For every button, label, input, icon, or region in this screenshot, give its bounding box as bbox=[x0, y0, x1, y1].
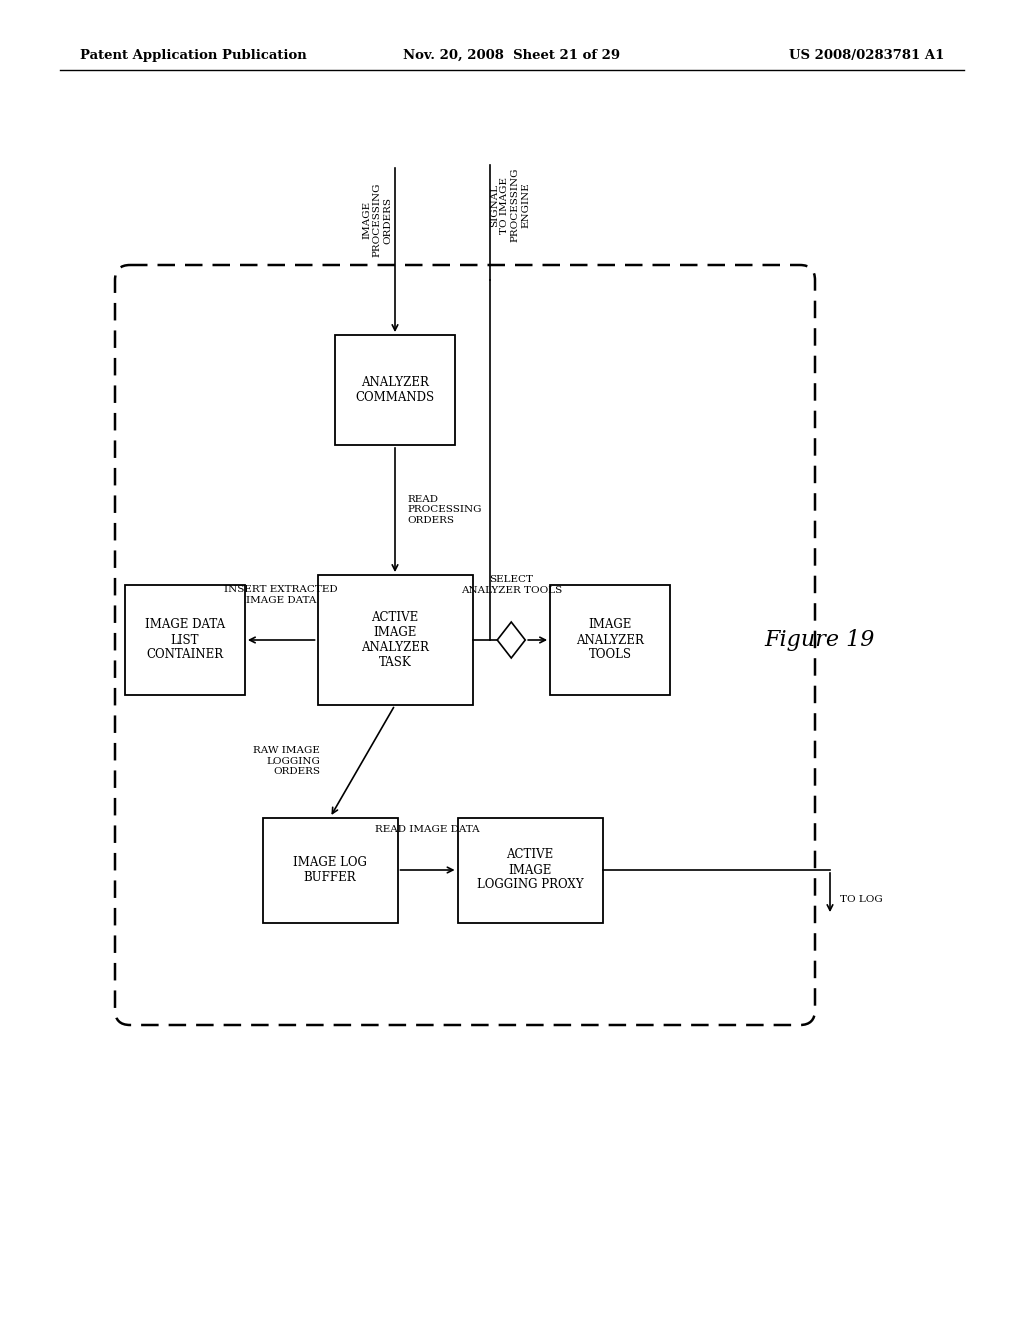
Text: RAW IMAGE
LOGGING
ORDERS: RAW IMAGE LOGGING ORDERS bbox=[253, 746, 319, 776]
Text: READ
PROCESSING
ORDERS: READ PROCESSING ORDERS bbox=[407, 495, 481, 525]
Text: IMAGE DATA
LIST
CONTAINER: IMAGE DATA LIST CONTAINER bbox=[145, 619, 225, 661]
Bar bbox=[458, 817, 602, 923]
Text: IMAGE
ANALYZER
TOOLS: IMAGE ANALYZER TOOLS bbox=[577, 619, 644, 661]
Bar bbox=[550, 585, 670, 696]
Text: ACTIVE
IMAGE
ANALYZER
TASK: ACTIVE IMAGE ANALYZER TASK bbox=[361, 611, 429, 669]
Text: Nov. 20, 2008  Sheet 21 of 29: Nov. 20, 2008 Sheet 21 of 29 bbox=[403, 49, 621, 62]
Text: ACTIVE
IMAGE
LOGGING PROXY: ACTIVE IMAGE LOGGING PROXY bbox=[477, 849, 584, 891]
Bar bbox=[125, 585, 245, 696]
Text: ANALYZER
COMMANDS: ANALYZER COMMANDS bbox=[355, 376, 434, 404]
Text: SIGNAL
TO IMAGE
PROCESSING
ENGINE: SIGNAL TO IMAGE PROCESSING ENGINE bbox=[489, 168, 530, 243]
Text: US 2008/0283781 A1: US 2008/0283781 A1 bbox=[788, 49, 944, 62]
Text: TO LOG: TO LOG bbox=[840, 895, 883, 904]
Bar bbox=[317, 576, 472, 705]
Text: IMAGE LOG
BUFFER: IMAGE LOG BUFFER bbox=[293, 855, 367, 884]
Text: SELECT
ANALYZER TOOLS: SELECT ANALYZER TOOLS bbox=[461, 576, 562, 595]
Text: Figure 19: Figure 19 bbox=[765, 630, 876, 651]
Text: Patent Application Publication: Patent Application Publication bbox=[80, 49, 307, 62]
Text: READ IMAGE DATA: READ IMAGE DATA bbox=[375, 825, 480, 834]
Bar bbox=[335, 335, 455, 445]
Bar bbox=[262, 817, 397, 923]
Text: INSERT EXTRACTED
IMAGE DATA: INSERT EXTRACTED IMAGE DATA bbox=[224, 585, 338, 605]
Text: IMAGE
PROCESSING
ORDERS: IMAGE PROCESSING ORDERS bbox=[362, 182, 392, 257]
